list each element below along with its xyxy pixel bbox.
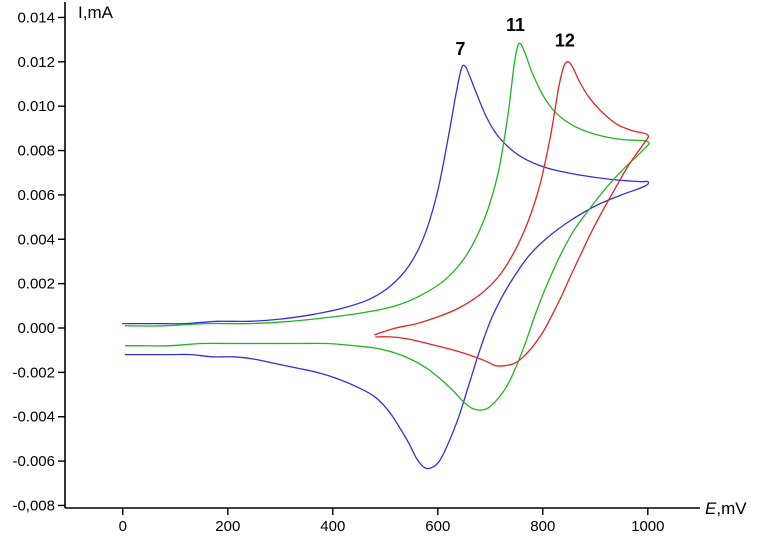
- y-axis-title: I,mA: [78, 3, 114, 22]
- cv-curve-7: [122, 64, 650, 470]
- y-tick-label: 0.008: [17, 143, 55, 160]
- y-tick-label: 0.000: [17, 320, 55, 337]
- peak-label-11: 11: [506, 15, 525, 35]
- peak-label-7: 7: [455, 39, 465, 59]
- y-tick-label: 0.002: [17, 276, 55, 293]
- x-tick-label: 0: [119, 518, 127, 535]
- cv-curve-12: [374, 61, 650, 367]
- cv-curve-11: [124, 42, 650, 411]
- x-tick-label: 800: [530, 518, 555, 535]
- x-axis-title: E,mV: [705, 499, 747, 518]
- y-tick-label: 0.012: [17, 54, 55, 71]
- y-tick-label: 0.004: [17, 231, 55, 248]
- x-tick-label: 600: [425, 518, 450, 535]
- y-tick-label: 0.006: [17, 187, 55, 204]
- x-tick-label: 200: [215, 518, 240, 535]
- peak-label-12: 12: [555, 30, 575, 50]
- y-tick-label: -0.006: [12, 453, 55, 470]
- y-tick-label: -0,008: [12, 497, 55, 514]
- x-tick-label: 400: [320, 518, 345, 535]
- y-tick-label: -0.002: [12, 364, 55, 381]
- y-tick-label: 0.010: [17, 98, 55, 115]
- y-tick-label: -0.004: [12, 409, 55, 426]
- x-tick-label: 1000: [631, 518, 664, 535]
- y-tick-label: 0.014: [17, 9, 55, 26]
